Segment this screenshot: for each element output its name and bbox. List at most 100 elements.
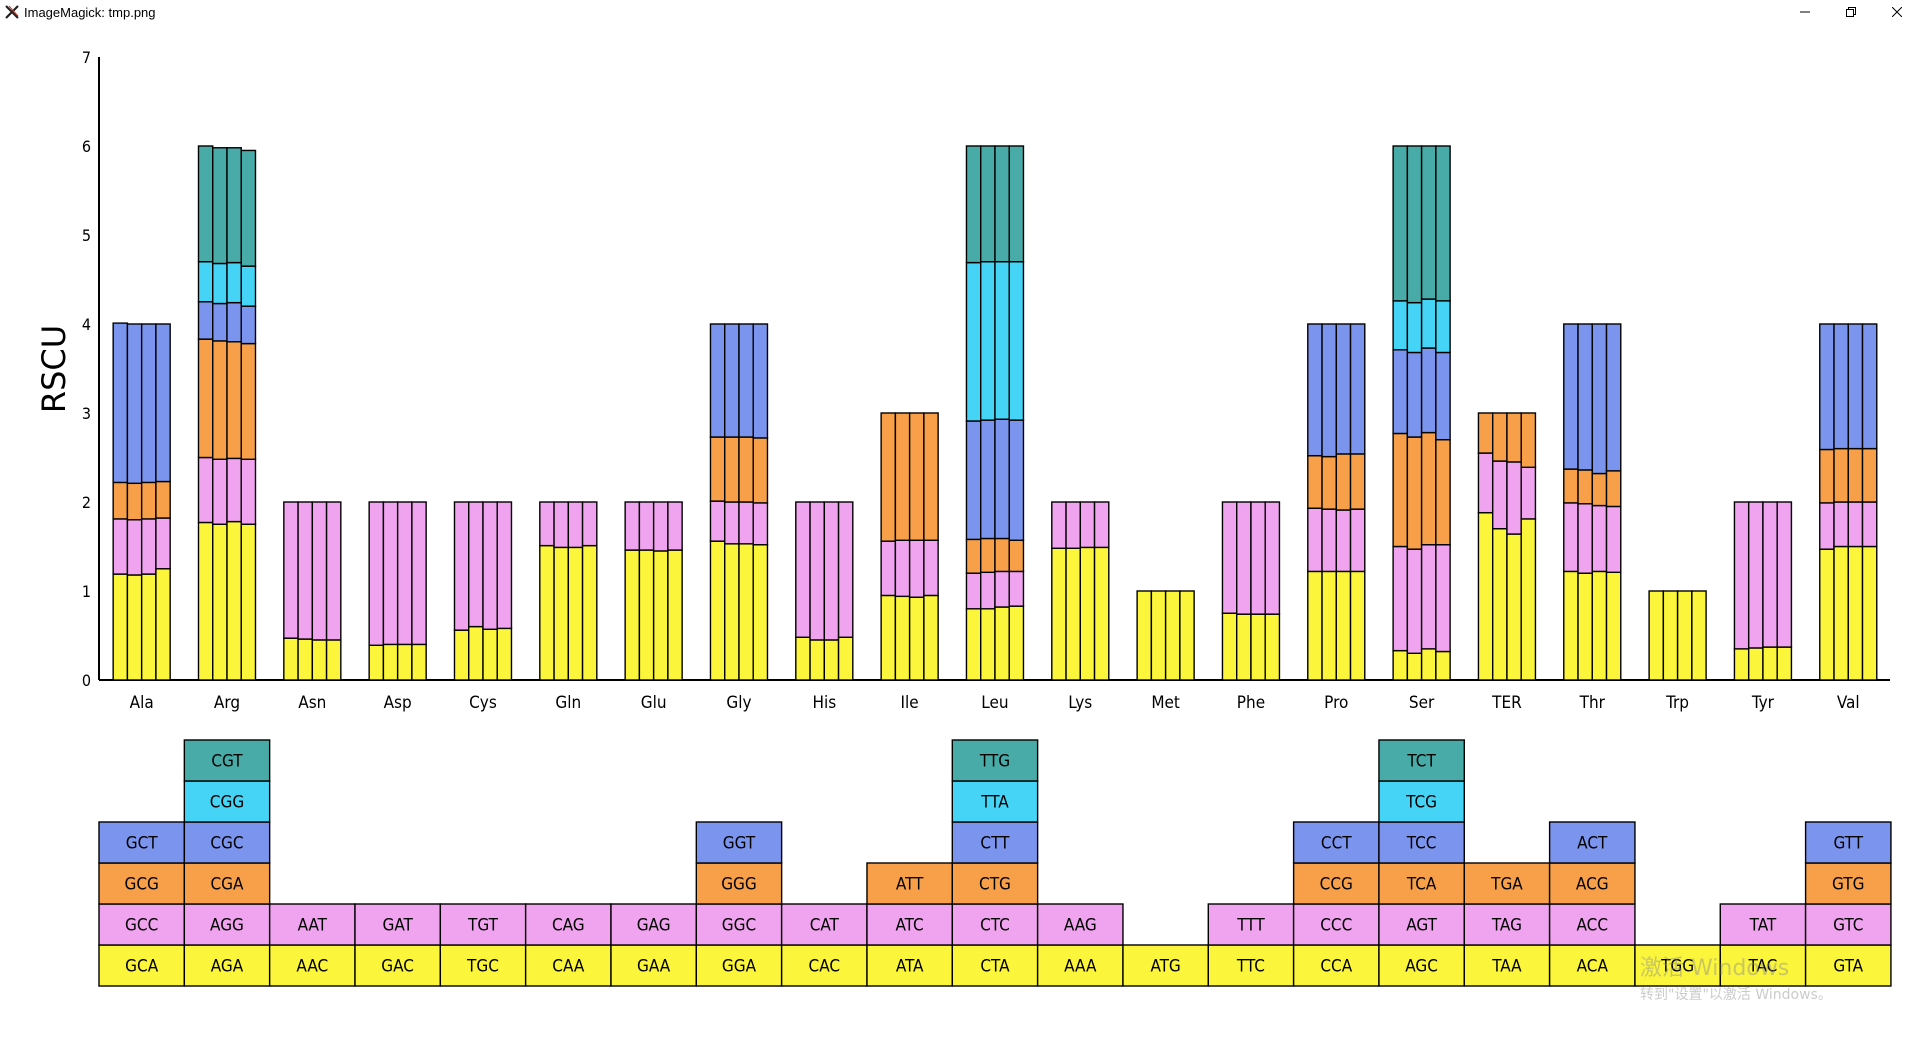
codon-label-ctg: CTG [979, 875, 1011, 895]
codon-label-cga: CGA [210, 875, 244, 895]
x-tick-label-ser: Ser [1409, 693, 1435, 713]
x-tick-label-tyr: Tyr [1751, 693, 1775, 713]
codon-label-tcg: TCG [1405, 793, 1437, 813]
bar-ter-3-taa [1506, 533, 1522, 681]
bar-ile-2-atc [894, 539, 911, 598]
bar-leu-3-tta [994, 260, 1010, 420]
bar-thr-4-act [1605, 323, 1622, 472]
bar-ser-4-tca [1435, 439, 1451, 546]
codon-cell-tct [1378, 739, 1465, 782]
bar-ter-2-taa [1491, 528, 1508, 681]
x-tick-label-asp: Asp [384, 693, 412, 713]
codon-cell-tgt [439, 903, 527, 946]
codon-label-ctc: CTC [980, 916, 1010, 936]
codon-label-aag: AAG [1064, 916, 1097, 936]
bar-thr-4-acc [1605, 505, 1622, 574]
codon-label-agt: AGT [1406, 916, 1437, 936]
codon-label-cag: CAG [552, 916, 585, 936]
bar-cys-2-tgt [468, 501, 484, 628]
bar-leu-4-ttg [1008, 145, 1025, 263]
bar-met-4-atg [1179, 590, 1195, 681]
bar-arg-2-aga [212, 523, 228, 681]
bar-lys-3-aaa [1079, 546, 1096, 681]
bar-arg-3-cgt [226, 147, 242, 264]
bar-cys-1-tgt [453, 501, 470, 631]
bar-tyr-2-tat [1747, 501, 1764, 649]
codon-label-aaa: AAA [1064, 957, 1097, 977]
codon-label-caa: CAA [552, 957, 585, 977]
bar-arg-3-cga [226, 341, 242, 460]
bar-ala-1-gca [112, 573, 129, 681]
bar-tyr-1-tac [1733, 648, 1750, 681]
bar-lys-4-aaa [1093, 546, 1110, 681]
bar-leu-4-ctt [1008, 419, 1025, 541]
codon-label-cat: CAT [810, 916, 840, 936]
codon-cell-caa [524, 944, 612, 987]
bar-arg-4-cgg [240, 265, 257, 307]
bar-thr-4-acg [1605, 470, 1622, 508]
bar-thr-1-acg [1563, 468, 1579, 504]
bar-val-2-gtt [1833, 323, 1849, 450]
restore-button[interactable] [1828, 0, 1874, 24]
bar-val-1-gta [1819, 548, 1835, 681]
bar-ile-3-att [908, 412, 925, 541]
bar-arg-2-cgt [212, 147, 228, 265]
codon-label-tca: TCA [1406, 875, 1437, 895]
bar-val-4-gtt [1861, 323, 1878, 450]
bar-thr-2-aca [1577, 572, 1593, 681]
codon-label-gat: GAT [382, 916, 413, 936]
codon-cell-cat [780, 903, 868, 946]
bar-thr-2-act [1577, 323, 1593, 471]
bar-tyr-3-tac [1762, 646, 1778, 681]
bar-arg-1-cgt [197, 145, 214, 263]
bar-cys-1-tgc [453, 629, 470, 681]
codon-label-gtt: GTT [1833, 834, 1863, 854]
bar-asn-2-aac [297, 638, 314, 681]
codon-label-ttt: TTT [1236, 916, 1265, 936]
codon-cell-ctc [951, 903, 1039, 946]
bar-val-3-gtg [1847, 447, 1864, 503]
bar-ter-1-tag [1477, 452, 1494, 514]
bar-lys-1-aaa [1051, 547, 1067, 681]
bar-arg-1-cgg [197, 260, 214, 303]
bar-cys-3-tgc [482, 628, 498, 681]
bar-gly-1-ggt [709, 323, 726, 438]
bar-ala-3-gcc [140, 518, 157, 575]
bar-leu-2-tta [980, 260, 996, 421]
bar-cys-4-tgt [496, 501, 513, 630]
bar-met-3-atg [1164, 590, 1181, 681]
bar-phe-4-ttt [1264, 501, 1281, 615]
bar-lys-1-aag [1051, 501, 1067, 549]
codon-cell-ctt [951, 821, 1039, 864]
x-tick-label-ala: Ala [130, 693, 154, 713]
bar-leu-3-ctt [994, 418, 1010, 540]
bar-phe-2-ttt [1236, 501, 1252, 615]
codon-cell-tgc [439, 944, 527, 987]
bar-leu-2-ttg [980, 145, 996, 263]
bar-ter-4-tag [1520, 466, 1537, 520]
close-icon [1892, 7, 1902, 17]
bar-met-1-atg [1136, 590, 1153, 681]
codon-cell-acc [1548, 903, 1636, 946]
codon-cell-ggt [695, 821, 783, 864]
bar-val-2-gtc [1833, 501, 1849, 548]
bar-ser-1-agt [1392, 545, 1409, 652]
codon-cell-acg [1548, 862, 1636, 905]
bar-asn-4-aat [325, 501, 342, 641]
bar-ter-1-tga [1477, 412, 1494, 454]
codon-label-aac: AAC [296, 957, 328, 977]
codon-label-tac: TAC [1747, 957, 1777, 977]
bar-tyr-1-tat [1733, 501, 1750, 650]
codon-label-tga: TGA [1490, 875, 1523, 895]
bar-pro-3-cca [1335, 570, 1352, 681]
codon-cell-ttt [1207, 903, 1295, 946]
codon-label-ccg: CCG [1320, 875, 1353, 895]
codon-label-cgc: CGC [210, 834, 243, 854]
bar-thr-1-acc [1563, 502, 1579, 573]
x-tick-label-glu: Glu [641, 693, 667, 713]
codon-label-agg: AGG [210, 916, 244, 936]
minimize-button[interactable] [1782, 0, 1828, 24]
close-button[interactable] [1874, 0, 1920, 24]
y-tick-label: 4 [82, 315, 91, 334]
bar-gly-3-ggc [738, 501, 754, 545]
